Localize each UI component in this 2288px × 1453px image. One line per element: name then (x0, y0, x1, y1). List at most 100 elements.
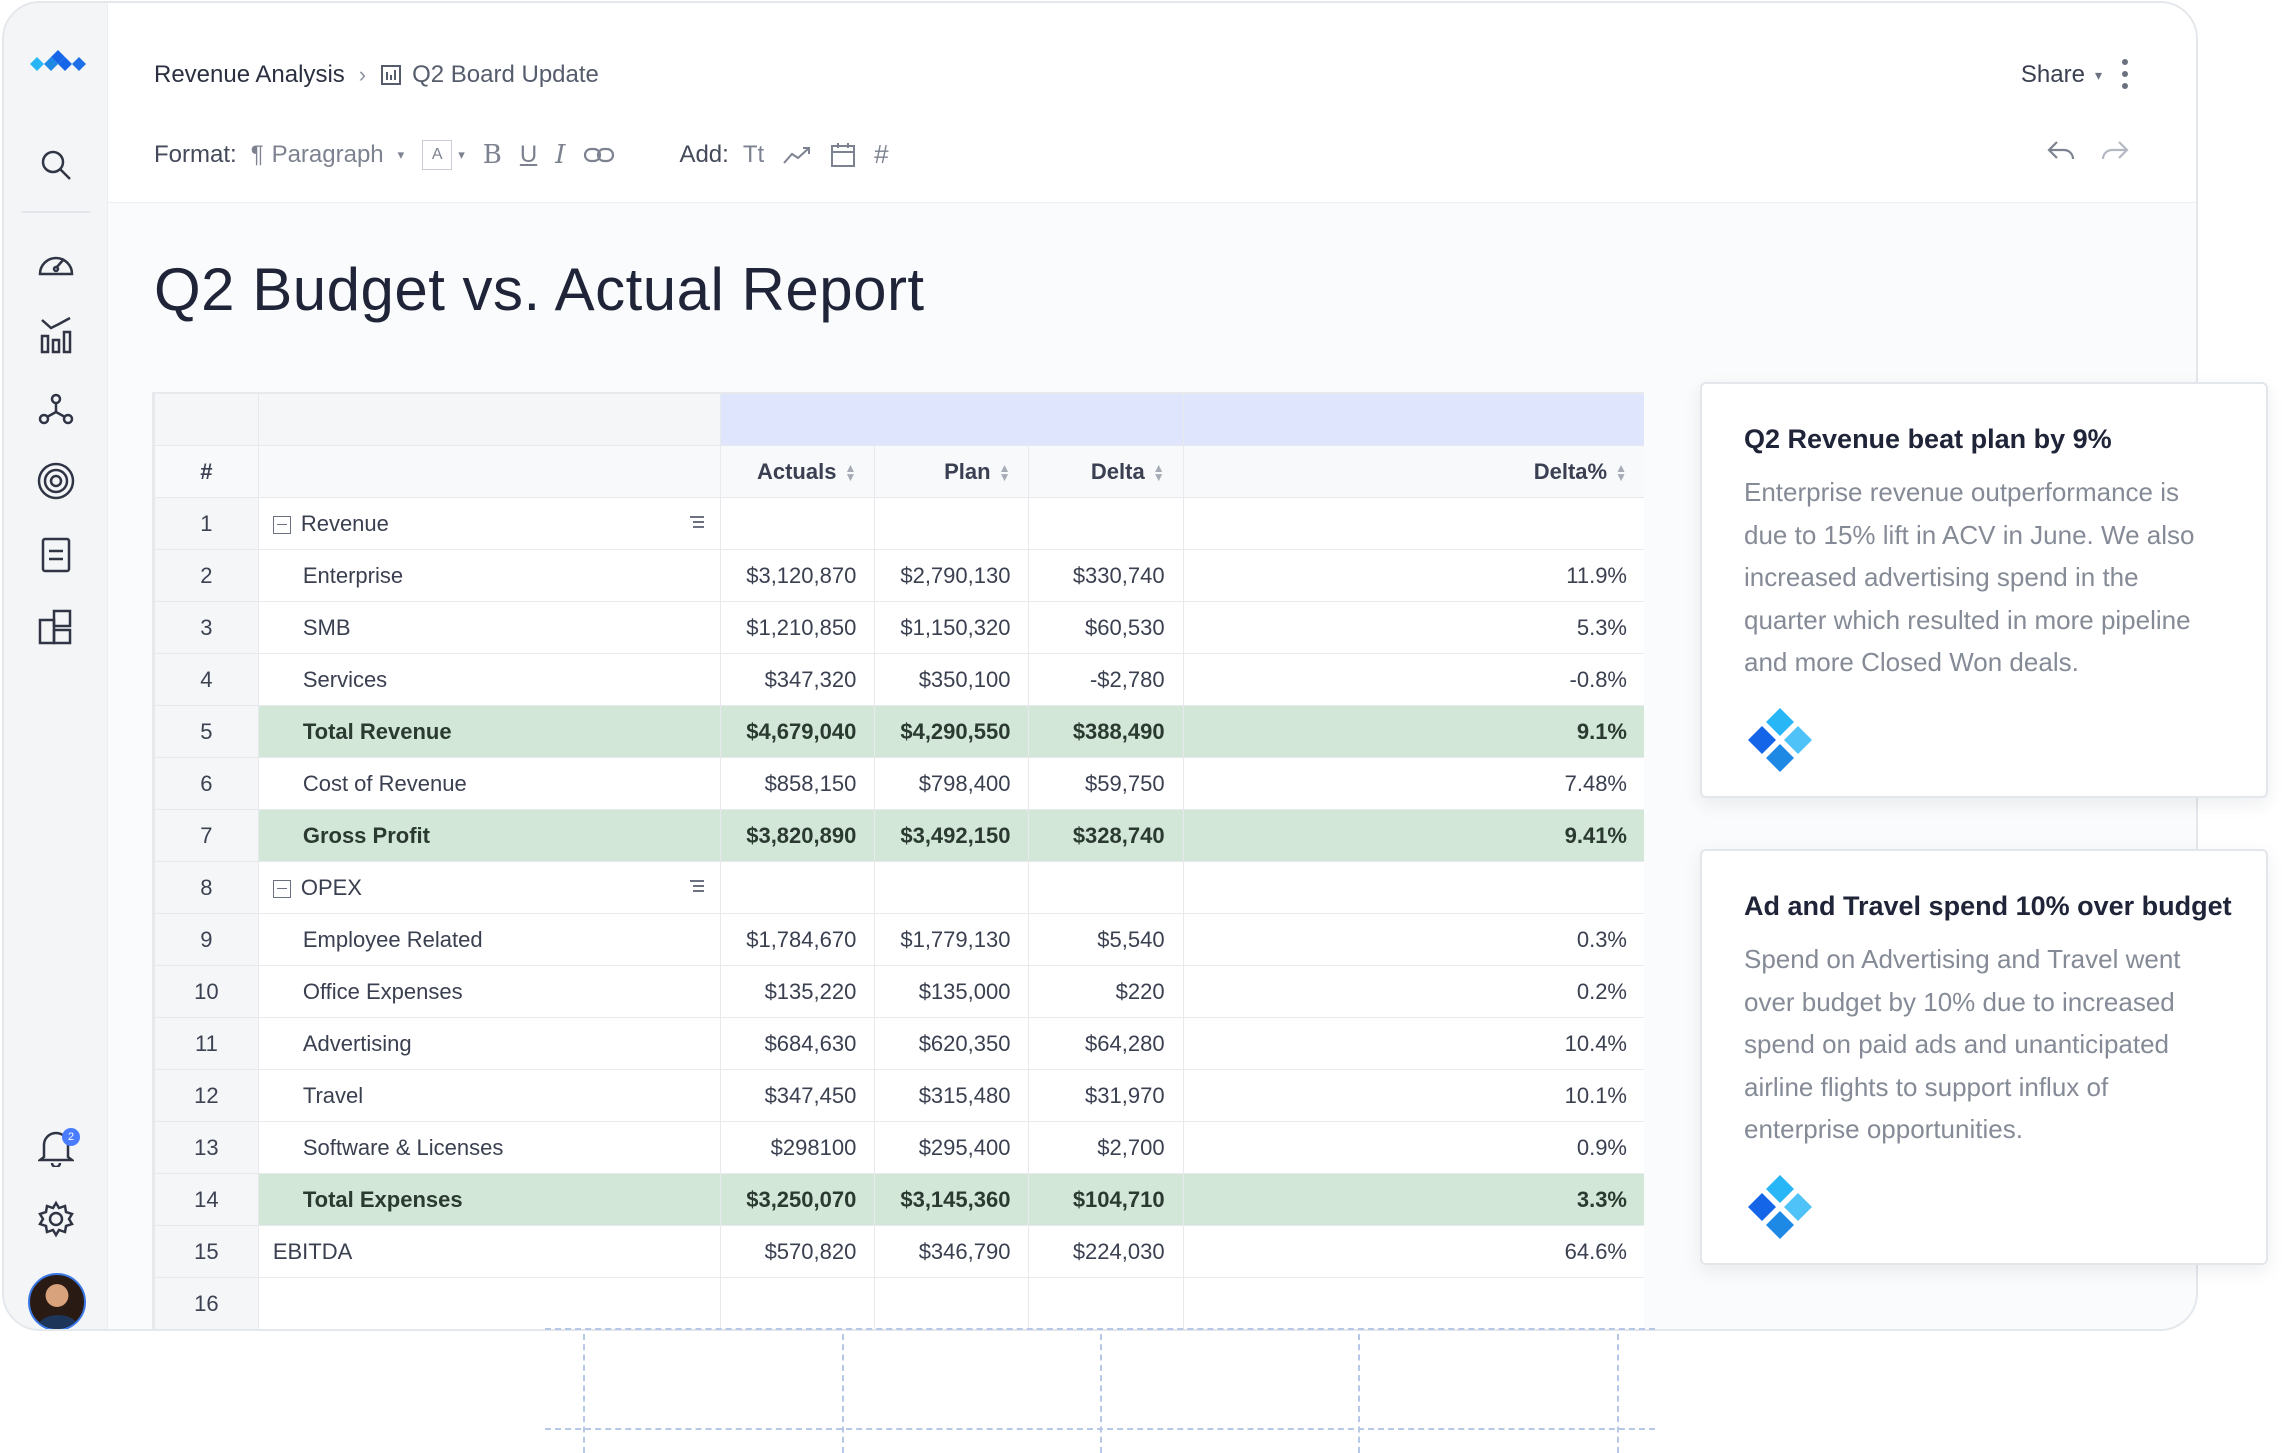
document-icon[interactable] (34, 533, 78, 577)
value-cell[interactable]: $347,320 (720, 653, 876, 706)
row-label-cell[interactable]: Gross Profit (257, 809, 722, 862)
value-cell[interactable]: $2,700 (1028, 1121, 1184, 1174)
value-cell[interactable]: -$2,780 (1028, 653, 1184, 706)
value-cell[interactable]: $4,679,040 (720, 705, 876, 758)
value-cell[interactable]: 0.2% (1182, 965, 1644, 1018)
breadcrumb-root[interactable]: Revenue Analysis (154, 61, 345, 88)
value-cell[interactable]: $2,790,130 (874, 549, 1030, 602)
group-menu-icon[interactable] (688, 878, 706, 894)
value-cell[interactable]: 5.3% (1182, 601, 1644, 654)
breadcrumb-leaf[interactable]: Q2 Board Update (380, 61, 599, 89)
row-label-cell[interactable]: Enterprise (257, 549, 722, 602)
row-label-cell[interactable]: Total Revenue (257, 705, 722, 758)
font-color-dropdown[interactable]: A ▾ (422, 139, 465, 170)
dashboard-gauge-icon[interactable] (34, 241, 78, 285)
value-cell[interactable] (1182, 1277, 1644, 1329)
row-index[interactable]: 8 (154, 861, 259, 914)
row-label-cell[interactable]: Total Expenses (257, 1173, 722, 1226)
network-nodes-icon[interactable] (34, 387, 78, 431)
group-menu-icon[interactable] (688, 514, 706, 530)
row-index[interactable]: 10 (154, 965, 259, 1018)
value-cell[interactable] (874, 497, 1030, 550)
column-header-plan[interactable]: Plan ▲ ▼ (874, 445, 1030, 498)
value-cell[interactable]: $315,480 (874, 1069, 1030, 1122)
value-cell[interactable]: $684,630 (720, 1017, 876, 1070)
value-cell[interactable] (874, 1277, 1030, 1329)
value-cell[interactable] (1182, 497, 1644, 550)
value-cell[interactable]: $31,970 (1028, 1069, 1184, 1122)
row-index[interactable]: 9 (154, 913, 259, 966)
undo-icon[interactable] (2046, 139, 2076, 163)
value-cell[interactable]: $3,250,070 (720, 1173, 876, 1226)
value-cell[interactable] (874, 861, 1030, 914)
value-cell[interactable]: 7.48% (1182, 757, 1644, 810)
value-cell[interactable]: $3,120,870 (720, 549, 876, 602)
value-cell[interactable]: 10.4% (1182, 1017, 1644, 1070)
row-index[interactable]: 13 (154, 1121, 259, 1174)
value-cell[interactable]: 11.9% (1182, 549, 1644, 602)
value-cell[interactable]: $858,150 (720, 757, 876, 810)
row-index[interactable]: 15 (154, 1225, 259, 1278)
row-label-cell[interactable]: Services (257, 653, 722, 706)
row-index[interactable]: 5 (154, 705, 259, 758)
collapse-toggle-icon[interactable] (272, 879, 291, 898)
value-cell[interactable]: $135,000 (874, 965, 1030, 1018)
value-cell[interactable] (720, 497, 876, 550)
value-cell[interactable]: 10.1% (1182, 1069, 1644, 1122)
value-cell[interactable]: $295,400 (874, 1121, 1030, 1174)
row-label-cell[interactable]: EBITDA (257, 1225, 722, 1278)
value-cell[interactable] (1028, 497, 1184, 550)
value-cell[interactable]: $347,450 (720, 1069, 876, 1122)
value-cell[interactable]: $104,710 (1028, 1173, 1184, 1226)
sort-icon[interactable]: ▲ ▼ (1615, 460, 1627, 484)
value-cell[interactable]: $224,030 (1028, 1225, 1184, 1278)
value-cell[interactable]: $328,740 (1028, 809, 1184, 862)
row-label-cell[interactable]: SMB (257, 601, 722, 654)
value-cell[interactable]: -0.8% (1182, 653, 1644, 706)
value-cell[interactable]: $3,820,890 (720, 809, 876, 862)
row-label-cell[interactable]: Revenue (257, 497, 722, 550)
redo-icon[interactable] (2100, 139, 2130, 163)
search-icon[interactable] (34, 143, 78, 187)
column-header-delta[interactable]: Delta ▲ ▼ (1028, 445, 1184, 498)
value-cell[interactable]: $1,779,130 (874, 913, 1030, 966)
add-date-icon[interactable] (830, 142, 856, 168)
link-icon[interactable] (583, 146, 615, 164)
value-cell[interactable] (1028, 861, 1184, 914)
value-cell[interactable]: 9.41% (1182, 809, 1644, 862)
row-label-cell[interactable]: OPEX (257, 861, 722, 914)
value-cell[interactable]: $388,490 (1028, 705, 1184, 758)
column-header-actuals[interactable]: Actuals ▲ ▼ (720, 445, 876, 498)
value-cell[interactable]: $330,740 (1028, 549, 1184, 602)
row-label-cell[interactable]: Cost of Revenue (257, 757, 722, 810)
row-index[interactable]: 3 (154, 601, 259, 654)
sort-icon[interactable]: ▲ ▼ (998, 460, 1011, 484)
value-cell[interactable]: 0.9% (1182, 1121, 1644, 1174)
italic-icon[interactable]: I (555, 139, 566, 170)
row-label-cell[interactable] (257, 1277, 722, 1329)
bold-icon[interactable]: B (482, 139, 502, 170)
value-cell[interactable]: 0.3% (1182, 913, 1644, 966)
row-index[interactable]: 14 (154, 1173, 259, 1226)
value-cell[interactable]: $620,350 (874, 1017, 1030, 1070)
value-cell[interactable] (720, 1277, 876, 1329)
collapse-toggle-icon[interactable] (272, 515, 291, 534)
user-avatar[interactable] (28, 1273, 86, 1329)
share-button[interactable]: Share ▾ (2021, 61, 2102, 89)
row-index[interactable]: 16 (154, 1277, 259, 1329)
more-options-icon[interactable] (2122, 59, 2128, 89)
value-cell[interactable]: $5,540 (1028, 913, 1184, 966)
column-group-band[interactable] (720, 393, 1184, 446)
underline-icon[interactable]: U (519, 140, 538, 168)
value-cell[interactable]: 3.3% (1182, 1173, 1644, 1226)
value-cell[interactable]: $220 (1028, 965, 1184, 1018)
row-index[interactable]: 7 (154, 809, 259, 862)
value-cell[interactable]: $4,290,550 (874, 705, 1030, 758)
value-cell[interactable] (1182, 861, 1644, 914)
value-cell[interactable]: $1,150,320 (874, 601, 1030, 654)
value-cell[interactable]: $60,530 (1028, 601, 1184, 654)
add-chart-icon[interactable] (782, 145, 812, 165)
document-title[interactable]: Q2 Budget vs. Actual Report (154, 256, 925, 323)
row-index[interactable]: 2 (154, 549, 259, 602)
value-cell[interactable]: $64,280 (1028, 1017, 1184, 1070)
